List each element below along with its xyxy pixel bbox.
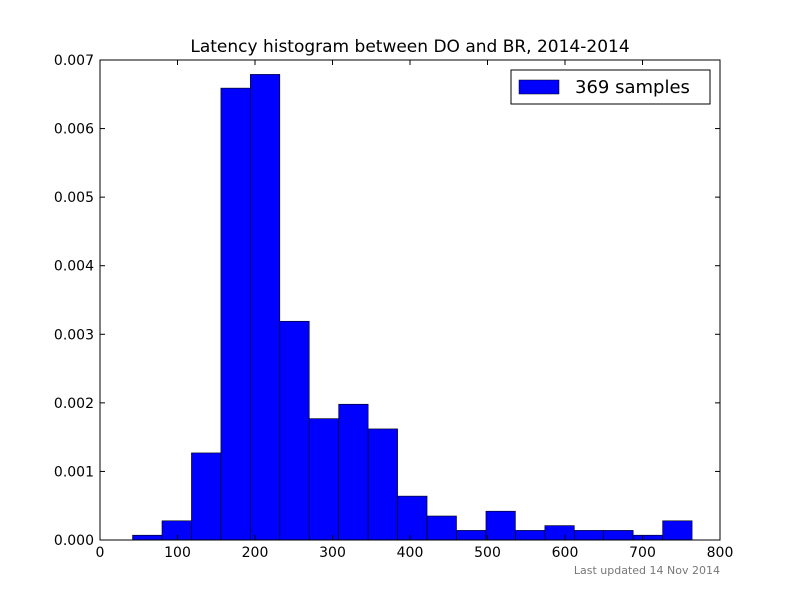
last-updated-note: Last updated 14 Nov 2014 [574, 564, 720, 577]
histogram-bar [426, 515, 457, 541]
chart-title: Latency histogram between DO and BR, 201… [190, 37, 629, 57]
histogram-bar [397, 495, 428, 541]
histogram-bar [544, 525, 575, 541]
y-tick-label: 0.004 [54, 259, 94, 275]
legend-label: 369 samples [575, 77, 690, 98]
y-tick-label: 0.000 [54, 533, 94, 549]
histogram-bar [338, 403, 369, 541]
histogram-bar [456, 530, 487, 541]
x-tick-label: 600 [552, 545, 579, 561]
histogram-bar [632, 534, 663, 541]
x-tick-label: 100 [164, 545, 191, 561]
histogram-bar [308, 418, 340, 541]
legend: 369 samples [510, 69, 711, 105]
x-tick-label: 200 [242, 545, 269, 561]
histogram-bar [220, 87, 251, 541]
y-tick-label: 0.007 [54, 53, 94, 69]
x-tick-label: 0 [96, 545, 105, 561]
x-tick-label: 400 [397, 545, 424, 561]
y-tick-label: 0.003 [54, 327, 94, 343]
plot-frame [99, 59, 721, 541]
x-tick-label: 300 [319, 545, 346, 561]
y-tick-label: 0.001 [54, 464, 94, 480]
histogram-bar [603, 530, 634, 541]
histogram-bar [485, 510, 516, 541]
x-tick-label: 800 [707, 545, 734, 561]
histogram-bar [279, 320, 310, 541]
histogram-bar [250, 74, 281, 541]
histogram-bar [367, 428, 398, 541]
y-tick-label: 0.005 [54, 190, 94, 206]
x-tick-label: 500 [474, 545, 501, 561]
histogram-bar [662, 520, 693, 541]
histogram-bar [132, 534, 163, 541]
histogram-bar [161, 520, 192, 541]
y-tick-label: 0.006 [54, 122, 94, 138]
bars-group [132, 74, 693, 541]
legend-swatch [518, 79, 560, 95]
y-tick-label: 0.002 [54, 396, 94, 412]
x-tick-label: 700 [629, 545, 656, 561]
histogram-bar [191, 452, 222, 541]
histogram-bar [573, 530, 605, 541]
histogram-bar [515, 530, 546, 541]
ticks-group: 0 100 200 300 400 500 600 700 800 0.000 0.001 0.002… [54, 53, 733, 561]
